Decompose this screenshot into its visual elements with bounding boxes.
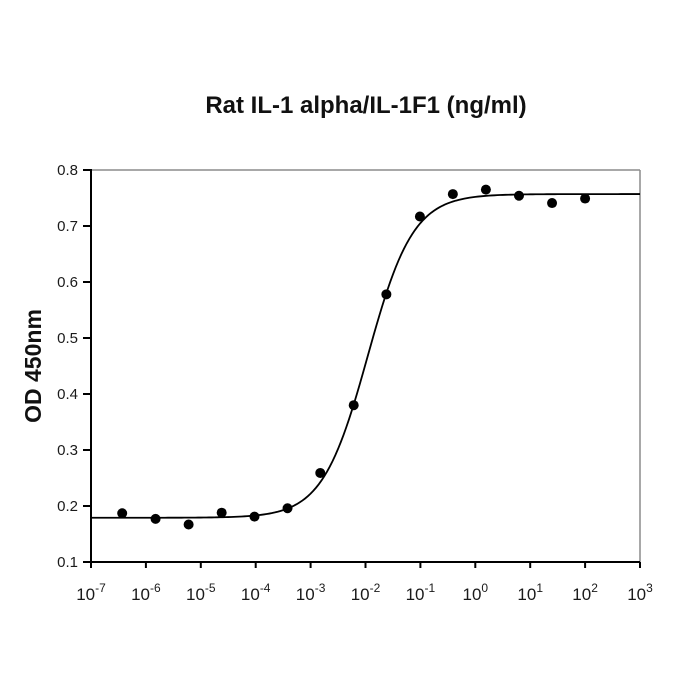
data-point [513, 190, 524, 201]
x-tick-label: 10-5 [186, 581, 216, 604]
x-tick-label: 101 [517, 581, 543, 604]
data-point [414, 211, 425, 222]
x-tick-label: 103 [627, 581, 653, 604]
data-point [348, 400, 359, 411]
y-tick-label: 0.7 [57, 218, 78, 235]
data-point [580, 193, 591, 204]
x-tick-label: 102 [572, 581, 598, 604]
x-tick-label: 10-1 [406, 581, 436, 604]
data-point [480, 184, 491, 195]
x-tick-label: 10-3 [296, 581, 326, 604]
x-tick-label: 10-6 [131, 581, 161, 604]
data-point [249, 511, 260, 522]
data-point [150, 513, 161, 524]
x-tick-label: 100 [462, 581, 488, 604]
data-point [547, 198, 558, 209]
data-point [117, 508, 128, 519]
x-tick-label: 10-2 [351, 581, 381, 604]
data-point [282, 503, 293, 514]
x-tick-label: 10-7 [76, 581, 106, 604]
chart-title: Rat IL-1 alpha/IL-1F1 (ng/ml) [205, 92, 526, 119]
data-point [315, 467, 326, 478]
y-tick-label: 0.6 [57, 274, 78, 291]
plot-area: 0.1 0.2 0.3 0.4 0.5 0.6 0.7 0.8 10-7 10-6 10-5 10-4… [57, 162, 653, 604]
y-tick-label: 0.1 [57, 554, 78, 571]
fit-curve [91, 193, 640, 519]
data-point [216, 507, 227, 518]
y-tick-label: 0.2 [57, 498, 78, 515]
y-tick-label: 0.4 [57, 386, 78, 403]
y-tick-label: 0.3 [57, 442, 78, 459]
data-point [381, 289, 392, 300]
y-tick-label: 0.8 [57, 162, 78, 179]
x-tick-label: 10-4 [241, 581, 271, 604]
data-point [183, 519, 194, 530]
y-axis-label: OD 450nm [20, 309, 46, 423]
data-point [447, 189, 458, 200]
y-tick-label: 0.5 [57, 330, 78, 347]
